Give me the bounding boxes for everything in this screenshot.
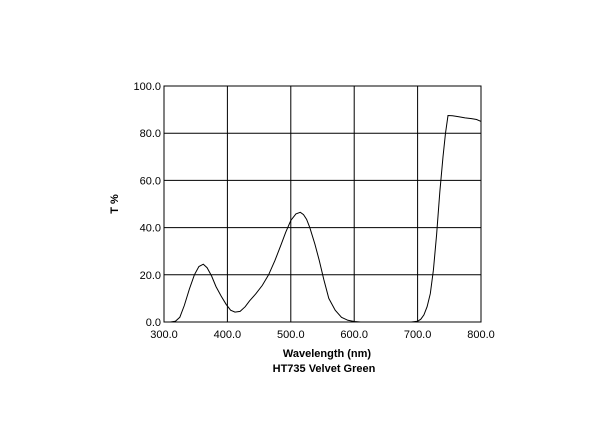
x-tick-label: 600.0 [340, 329, 368, 341]
x-tick-label: 300.0 [150, 329, 178, 341]
plot-frame [163, 85, 482, 323]
transmission-series-line [164, 114, 482, 323]
x-tick-label: 400.0 [214, 329, 242, 341]
x-tick-label: 500.0 [277, 329, 305, 341]
x-axis-title: Wavelength (nm) [283, 348, 372, 360]
y-tick-label: 20.0 [140, 270, 161, 282]
y-tick-label: 80.0 [140, 128, 161, 140]
y-tick-label: 60.0 [140, 175, 161, 187]
y-tick-label: 40.0 [140, 223, 161, 235]
x-axis-ticks: 300.0 400.0 500.0 600.0 700.0 800.0 [150, 329, 495, 341]
y-tick-label: 100.0 [133, 81, 161, 93]
y-axis-ticks: 0.0 20.0 40.0 60.0 80.0 100.0 [133, 81, 161, 329]
x-tick-label: 800.0 [467, 329, 495, 341]
y-axis-title: T % [109, 194, 121, 214]
x-tick-label: 700.0 [404, 329, 432, 341]
grid-lines [164, 86, 481, 322]
chart-title: HT735 Velvet Green [273, 363, 376, 375]
y-tick-label: 0.0 [146, 317, 161, 329]
